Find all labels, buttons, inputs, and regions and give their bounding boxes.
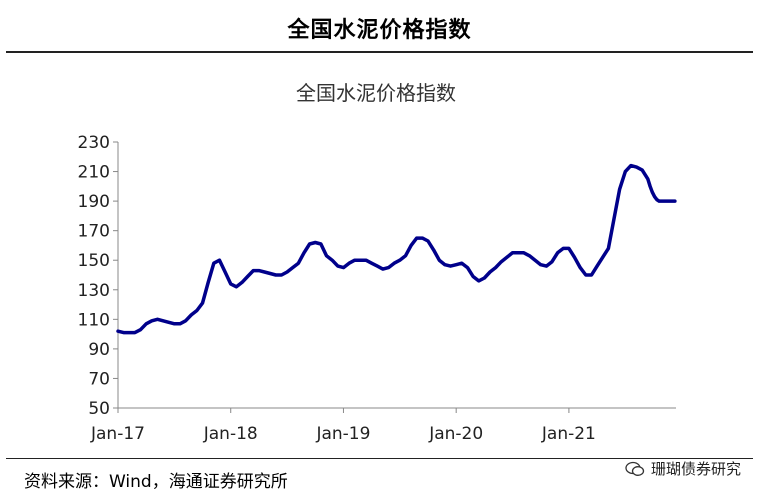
footer-divider	[6, 458, 753, 459]
report-header: 全国水泥价格指数	[0, 0, 759, 54]
y-tick-label: 110	[78, 310, 110, 330]
x-tick-label: Jan-19	[315, 424, 370, 444]
y-tick-label: 90	[88, 340, 110, 360]
y-tick-label: 190	[78, 192, 110, 212]
watermark: 珊瑚债券研究	[625, 458, 741, 479]
series-layer	[116, 163, 677, 335]
series-line-0	[116, 163, 677, 335]
y-tick-label: 150	[78, 251, 110, 271]
y-axis: 50 70 90 110 130 150 170 190 210 230	[78, 133, 119, 419]
x-tick-label: Jan-18	[203, 424, 258, 444]
source-note: 资料来源：Wind，海通证券研究所	[24, 472, 288, 492]
y-tick-label: 210	[78, 163, 110, 183]
report-title: 全国水泥价格指数	[287, 18, 472, 43]
line-chart: 全国水泥价格指数 50 70 90 110 130 150 170 190 210 230 Jan…	[78, 81, 677, 444]
wechat-icon	[625, 461, 645, 476]
x-tick-label: Jan-21	[541, 424, 596, 444]
header-divider	[6, 51, 753, 53]
chart-area: 全国水泥价格指数 50 70 90 110 130 150 170 190 210 230 Jan…	[0, 60, 759, 450]
x-tick-label: Jan-17	[90, 424, 145, 444]
y-tick-label: 230	[78, 133, 110, 153]
watermark-text: 珊瑚债券研究	[650, 460, 741, 478]
y-tick-label: 50	[88, 399, 110, 419]
y-tick-label: 70	[88, 369, 110, 389]
y-tick-label: 130	[78, 281, 110, 301]
y-tick-label: 170	[78, 222, 110, 242]
x-tick-label: Jan-20	[428, 424, 483, 444]
x-axis: Jan-17 Jan-18 Jan-19 Jan-20 Jan-21	[90, 407, 676, 444]
chart-title: 全国水泥价格指数	[296, 81, 456, 105]
